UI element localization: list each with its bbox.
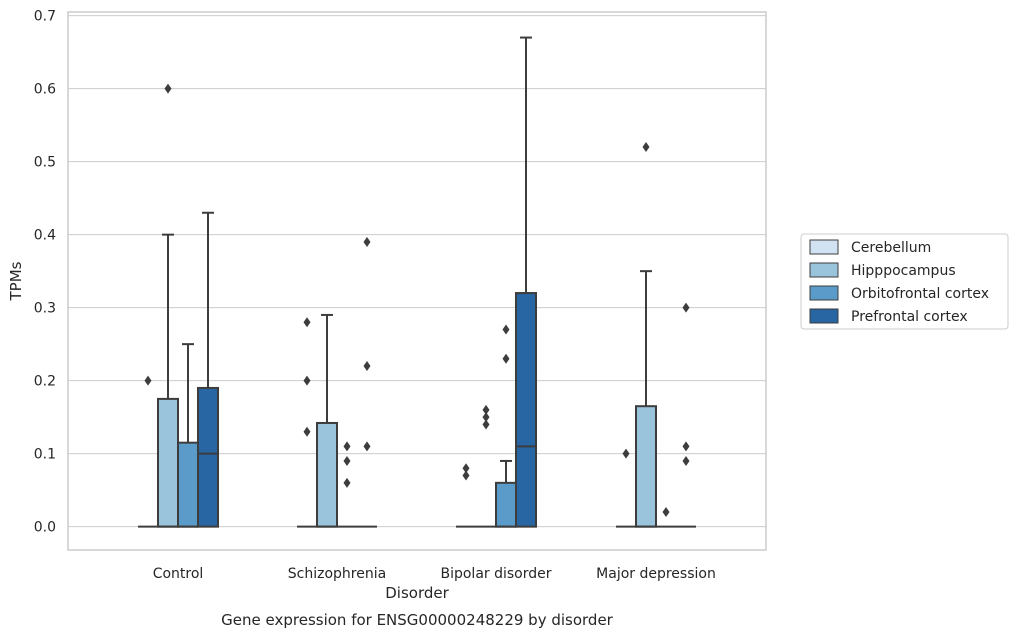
legend-item: Cerebellum — [809, 239, 931, 256]
legend-swatch — [809, 262, 839, 278]
box-iqr — [635, 405, 657, 528]
legend-label: Orbitofrontal cortex — [851, 286, 989, 302]
outlier-point — [662, 507, 670, 518]
outlier-point — [682, 302, 690, 313]
outlier-point — [502, 353, 510, 364]
box-orbitofrontal-cortex — [656, 507, 676, 528]
outlier-point — [164, 83, 172, 94]
box-cerebellum — [616, 448, 636, 528]
outlier-point — [462, 463, 470, 474]
box-prefrontal-cortex — [676, 302, 696, 528]
outlier-point — [303, 317, 311, 328]
legend-item: Hipppocampus — [809, 262, 956, 279]
outlier-point — [462, 470, 470, 481]
outlier-point — [303, 426, 311, 437]
legend-item: Prefrontal cortex — [809, 308, 968, 325]
box-iqr — [157, 397, 179, 528]
legend-swatch — [809, 308, 839, 324]
box-iqr — [495, 481, 517, 528]
x-tick-label: Schizophrenia — [288, 566, 386, 582]
box-prefrontal-cortex — [515, 36, 537, 528]
y-tick-label: 0.6 — [34, 82, 56, 98]
y-tick-label: 0.4 — [34, 228, 56, 244]
box-cerebellum — [456, 463, 476, 528]
y-tick-label: 0.0 — [34, 520, 56, 536]
legend-item: Orbitofrontal cortex — [809, 285, 989, 302]
outlier-point — [682, 455, 690, 466]
box-prefrontal-cortex — [357, 236, 377, 528]
legend-label: Prefrontal cortex — [851, 309, 968, 325]
legend-swatch — [809, 285, 839, 301]
outlier-point — [482, 404, 490, 415]
outlier-point — [363, 236, 371, 247]
legend: Cerebellum Hipppocampus Orbitofrontal cort… — [800, 233, 1009, 330]
y-axis-label: TPMs — [7, 261, 25, 301]
box-iqr — [515, 292, 537, 528]
box-orbitofrontal-cortex — [495, 324, 517, 528]
y-tick-label: 0.1 — [34, 447, 56, 463]
outlier-point — [682, 441, 690, 452]
box-iqr — [197, 386, 219, 528]
box-hipppocampus — [157, 83, 179, 528]
box-iqr — [177, 441, 199, 528]
outlier-point — [363, 441, 371, 452]
outlier-point — [144, 375, 152, 386]
box-iqr — [316, 421, 338, 528]
box-prefrontal-cortex — [197, 211, 219, 528]
outlier-point — [363, 361, 371, 372]
plot-frame — [67, 11, 767, 551]
outlier-point — [642, 142, 650, 153]
box-cerebellum — [297, 317, 317, 528]
box-cerebellum — [138, 375, 158, 528]
legend-label: Cerebellum — [851, 240, 931, 256]
y-tick-label: 0.3 — [34, 301, 56, 317]
outlier-point — [343, 477, 351, 488]
legend-frame — [800, 233, 1009, 330]
y-tick-label: 0.7 — [34, 9, 56, 25]
outlier-point — [622, 448, 630, 459]
y-tick-label: 0.5 — [34, 155, 56, 171]
box-orbitofrontal-cortex — [337, 441, 357, 528]
legend-swatch — [809, 239, 839, 255]
x-tick-label: Bipolar disorder — [440, 566, 551, 582]
outlier-point — [343, 441, 351, 452]
legend-label: Hipppocampus — [851, 263, 956, 279]
outlier-point — [502, 324, 510, 335]
outlier-point — [343, 455, 351, 466]
y-tick-label: 0.2 — [34, 374, 56, 390]
y-axis-ticks: 0.0 0.1 0.2 0.3 0.4 0.5 0.6 0.7 — [34, 9, 56, 536]
plot-area — [138, 36, 696, 528]
x-tick-label: Major depression — [596, 566, 716, 582]
x-axis-label: Disorder — [385, 584, 449, 602]
x-tick-label: Control — [153, 566, 204, 582]
chart-caption: Gene expression for ENSG00000248229 by d… — [221, 611, 614, 629]
box-hipppocampus — [316, 313, 338, 528]
x-axis-ticks: Control Schizophrenia Bipolar disorder Majo… — [153, 566, 716, 582]
box-hipppocampus — [476, 404, 496, 528]
box-orbitofrontal-cortex — [177, 343, 199, 528]
outlier-point — [482, 419, 490, 430]
outlier-point — [482, 412, 490, 423]
outlier-point — [303, 375, 311, 386]
box-hipppocampus — [635, 142, 657, 528]
